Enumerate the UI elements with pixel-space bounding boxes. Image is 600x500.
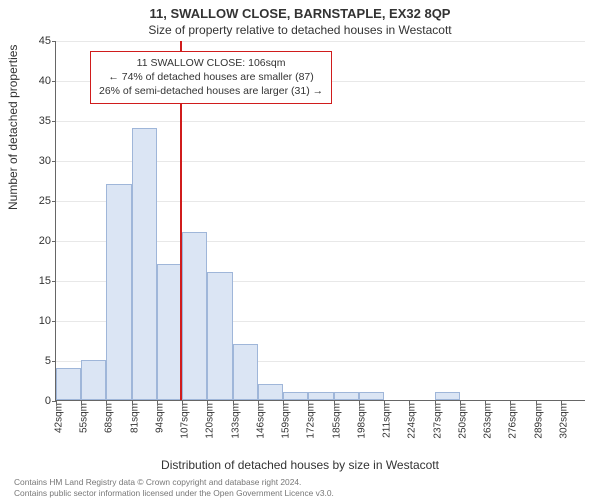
histogram-bar (207, 272, 232, 400)
histogram-bar (56, 368, 81, 400)
histogram-bar (435, 392, 460, 400)
histogram-bar (81, 360, 106, 400)
histogram-bar (106, 184, 131, 400)
y-tick-label: 10 (21, 315, 51, 327)
y-tick-mark (52, 81, 56, 82)
y-tick-label: 5 (21, 355, 51, 367)
gridline (56, 41, 585, 42)
y-tick-mark (52, 161, 56, 162)
x-tick-label: 133sqm (230, 403, 241, 439)
x-tick-label: 224sqm (407, 403, 418, 439)
y-tick-label: 25 (21, 195, 51, 207)
y-tick-label: 30 (21, 155, 51, 167)
y-tick-label: 15 (21, 275, 51, 287)
x-tick-label: 94sqm (154, 403, 165, 433)
x-tick-label: 42sqm (54, 403, 65, 433)
y-tick-label: 45 (21, 35, 51, 47)
y-tick-mark (52, 241, 56, 242)
x-axis-label: Distribution of detached houses by size … (0, 458, 600, 472)
histogram-bar (182, 232, 207, 400)
callout-line-size: 11 SWALLOW CLOSE: 106sqm (99, 56, 323, 70)
footer-line-1: Contains HM Land Registry data © Crown c… (14, 477, 334, 488)
y-tick-mark (52, 41, 56, 42)
histogram-bar (359, 392, 384, 400)
x-tick-label: 172sqm (306, 403, 317, 439)
plot-area: 42sqm55sqm68sqm81sqm94sqm107sqm120sqm133… (55, 41, 585, 401)
y-tick-mark (52, 361, 56, 362)
x-tick-label: 107sqm (180, 403, 191, 439)
x-tick-label: 302sqm (558, 403, 569, 439)
x-tick-label: 68sqm (104, 403, 115, 433)
x-tick-label: 198sqm (356, 403, 367, 439)
histogram-bar (132, 128, 157, 400)
y-tick-mark (52, 121, 56, 122)
x-tick-label: 185sqm (331, 403, 342, 439)
histogram-bar (334, 392, 359, 400)
x-tick-label: 289sqm (533, 403, 544, 439)
y-axis-label: Number of detached properties (6, 45, 20, 210)
y-tick-label: 0 (21, 395, 51, 407)
gridline (56, 121, 585, 122)
y-tick-label: 40 (21, 75, 51, 87)
x-tick-label: 211sqm (382, 403, 393, 438)
histogram-bar (157, 264, 182, 400)
x-tick-label: 237sqm (432, 403, 443, 439)
x-tick-label: 146sqm (255, 403, 266, 439)
page-title-address: 11, SWALLOW CLOSE, BARNSTAPLE, EX32 8QP (0, 0, 600, 21)
x-tick-label: 276sqm (508, 403, 519, 439)
footer-line-2: Contains public sector information licen… (14, 488, 334, 499)
y-tick-mark (52, 201, 56, 202)
y-tick-mark (52, 321, 56, 322)
histogram-chart: 42sqm55sqm68sqm81sqm94sqm107sqm120sqm133… (55, 41, 585, 401)
histogram-bar (283, 392, 308, 400)
y-tick-mark (52, 281, 56, 282)
property-callout: 11 SWALLOW CLOSE: 106sqm← 74% of detache… (90, 51, 332, 104)
y-tick-label: 20 (21, 235, 51, 247)
x-tick-label: 159sqm (281, 403, 292, 439)
x-tick-label: 250sqm (457, 403, 468, 439)
x-tick-label: 81sqm (129, 403, 140, 433)
attribution-footer: Contains HM Land Registry data © Crown c… (14, 477, 334, 498)
x-tick-label: 263sqm (483, 403, 494, 439)
y-tick-label: 35 (21, 115, 51, 127)
histogram-bar (258, 384, 283, 400)
histogram-bar (308, 392, 333, 400)
histogram-bar (233, 344, 258, 400)
x-tick-label: 55sqm (79, 403, 90, 433)
x-tick-label: 120sqm (205, 403, 216, 439)
page-subtitle: Size of property relative to detached ho… (0, 21, 600, 41)
callout-line-smaller: ← 74% of detached houses are smaller (87… (99, 70, 323, 84)
callout-line-larger: 26% of semi-detached houses are larger (… (99, 84, 323, 98)
